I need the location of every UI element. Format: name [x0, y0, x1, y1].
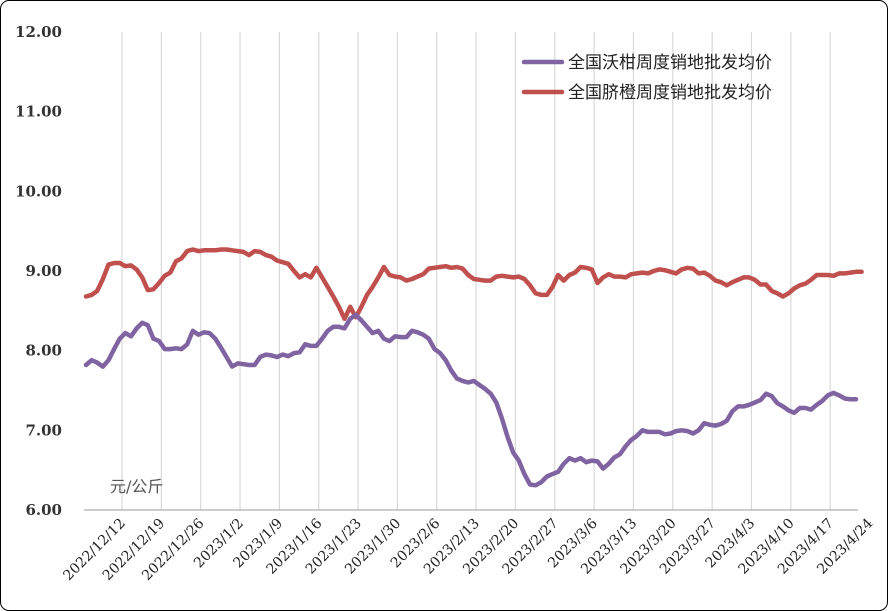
y-tick-label: 7.00 [25, 421, 62, 439]
y-tick-label: 9.00 [25, 262, 62, 280]
y-tick-label: 12.00 [15, 23, 62, 41]
series-layer [83, 247, 864, 488]
y-axis-unit-label: 元/公斤 [110, 477, 163, 496]
legend-label: 全国脐橙周度销地批发均价 [568, 83, 772, 103]
series-line-1 [83, 312, 859, 488]
series-line-2 [83, 247, 864, 322]
vertical-gridlines [121, 32, 831, 510]
y-tick-label: 11.00 [15, 103, 62, 121]
y-tick-label: 6.00 [25, 501, 62, 519]
y-tick-label: 10.00 [15, 182, 62, 200]
y-axis-ticks: 12.00 11.00 10.00 9.00 8.00 7.00 6.00 [15, 23, 62, 519]
x-axis-ticks: 2022/12/122022/12/192022/12/262023/1/220… [60, 515, 876, 583]
legend-label: 全国沃柑周度销地批发均价 [568, 53, 772, 73]
y-tick-label: 8.00 [25, 342, 62, 360]
